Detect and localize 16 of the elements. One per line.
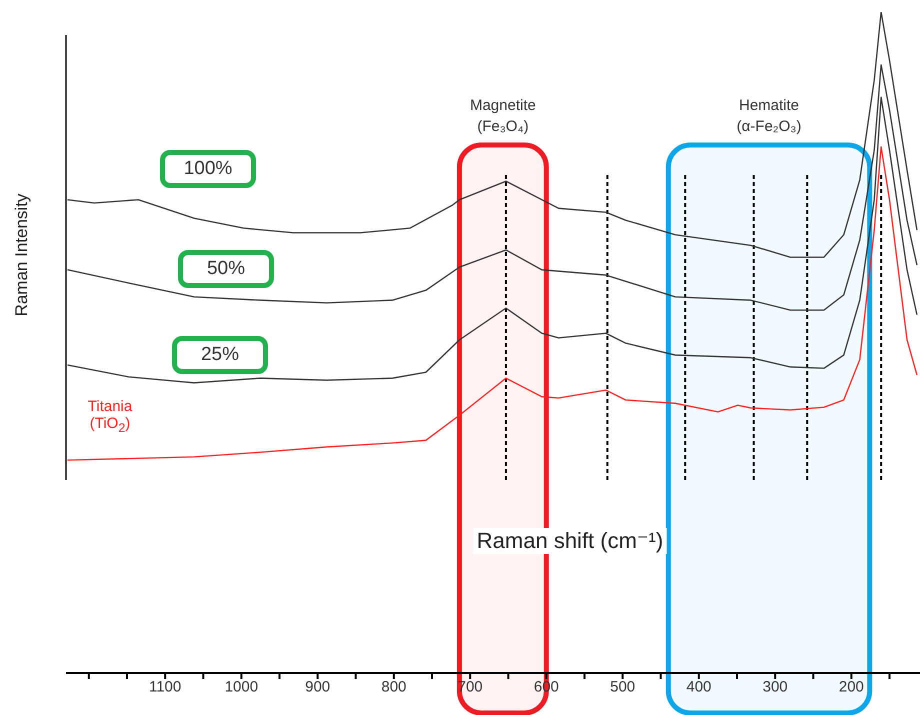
x-axis-title: Raman shift (cm⁻¹) [472, 528, 668, 554]
x-tick-label: 900 [305, 678, 330, 696]
series-label: 100% [184, 158, 232, 180]
x-tick-label: 800 [381, 678, 406, 696]
series-label: 25% [200, 344, 240, 366]
x-tick-label: 200 [838, 678, 864, 696]
band-label: Magnetite (Fe₃O₄) [470, 97, 536, 135]
series-label: Titania (TiO$_{2}$) [86, 398, 134, 435]
x-tick-label: 1000 [224, 678, 258, 696]
series-label: 50% [206, 258, 246, 280]
band-label: Hematite (α-Fe₂O₃) [736, 97, 802, 135]
x-tick-label: 400 [686, 678, 712, 696]
x-tick-label: 300 [762, 678, 788, 696]
x-tick-label: 1100 [148, 678, 182, 696]
x-tick-label: 500 [610, 678, 636, 696]
y-axis-title: Raman Intensity [12, 194, 32, 316]
